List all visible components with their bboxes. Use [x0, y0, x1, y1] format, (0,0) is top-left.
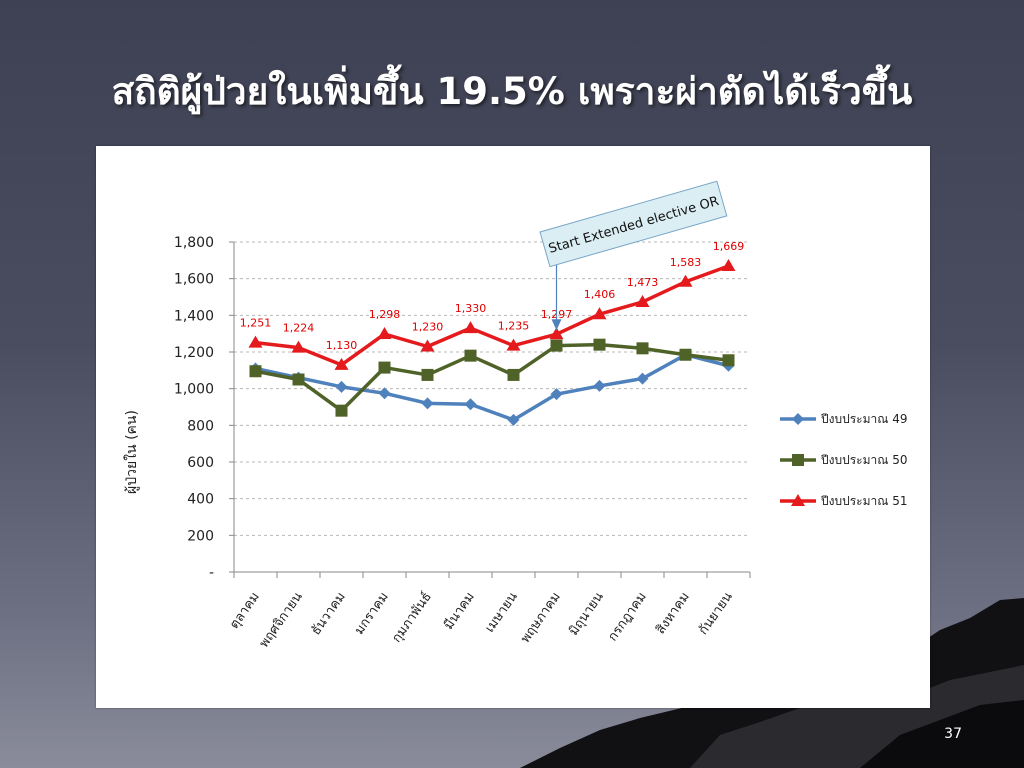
- series-line: [255, 342, 729, 413]
- y-tick-label: 1,800: [174, 235, 214, 251]
- x-tick-label: กันยายน: [696, 590, 736, 638]
- series-line: [255, 264, 730, 367]
- x-tick-label: พฤษภาคม: [518, 590, 564, 646]
- data-label: 1,251: [240, 317, 272, 330]
- data-point-triangle: [420, 339, 435, 352]
- y-tick-label: 1,400: [174, 308, 214, 324]
- data-point-diamond: [507, 413, 520, 426]
- x-tick-label: ตุลาคม: [227, 590, 263, 632]
- x-tick-label: เมษายน: [482, 590, 520, 636]
- x-tick-label: พฤศจิกายน: [257, 590, 306, 651]
- y-tick-label: 800: [187, 418, 214, 434]
- x-tick-label: มิถุนายน: [566, 590, 607, 639]
- data-point-square: [378, 361, 391, 374]
- data-point-square: [550, 339, 563, 352]
- data-point-square: [593, 338, 606, 351]
- data-label: 1,669: [713, 240, 745, 253]
- data-label: 1,224: [283, 322, 315, 335]
- y-tick-label: 1,000: [174, 382, 214, 398]
- series-lines: [248, 259, 736, 426]
- y-tick-label: -: [209, 565, 214, 581]
- y-tick-label: 1,600: [174, 272, 214, 288]
- data-point-triangle: [791, 494, 805, 506]
- slide-title: สถิติผู้ป่วยในเพิ่มขึ้น 19.5% เพราะผ่าตั…: [111, 70, 913, 113]
- series-line: [255, 353, 729, 422]
- y-tick-label: 200: [187, 528, 214, 544]
- x-tick-label: มีนาคม: [441, 589, 478, 633]
- data-point-square: [421, 368, 434, 381]
- data-point-triangle: [678, 274, 693, 287]
- data-point-square: [792, 454, 804, 466]
- chart-panel: - 200 400 600 800 1,000 1,200 1,400 1,600 1,800 ตุ…: [96, 146, 930, 708]
- x-tick-label: สิงหาคม: [653, 590, 693, 638]
- data-label: 1,298: [369, 308, 401, 321]
- annotation-box-bg: [539, 180, 728, 268]
- data-label: 1,130: [326, 339, 358, 352]
- data-point-square: [335, 404, 348, 417]
- y-axis-title: ผู้ป่วยใน (คน): [123, 410, 140, 494]
- data-label: 1,583: [670, 256, 702, 269]
- data-point-diamond: [464, 398, 477, 411]
- gridlines: [234, 241, 750, 536]
- data-point-triangle: [592, 307, 607, 320]
- data-label: 1,235: [498, 320, 530, 333]
- data-label: 1,330: [455, 302, 487, 315]
- data-point-diamond: [792, 413, 804, 425]
- data-point-triangle: [635, 294, 650, 307]
- data-point-triangle: [721, 259, 736, 272]
- axes: - 200 400 600 800 1,000 1,200 1,400 1,600 1,800 ตุ…: [174, 235, 751, 651]
- y-tick-label: 1,200: [174, 345, 214, 361]
- data-point-diamond: [593, 379, 606, 392]
- data-point-square: [464, 349, 477, 362]
- data-point-square: [722, 354, 735, 367]
- x-tick-label: กุมภาพันธ์: [389, 589, 435, 645]
- y-tick-label: 400: [187, 492, 214, 508]
- annotation-arrow-head: [551, 319, 562, 331]
- data-label: 1,473: [627, 276, 659, 289]
- data-point-diamond: [378, 387, 391, 400]
- data-point-triangle: [549, 327, 564, 340]
- legend-label: ปีงบประมาณ 51: [820, 494, 907, 508]
- data-point-triangle: [377, 327, 392, 340]
- x-tick-label: กรกฎาคม: [605, 590, 649, 645]
- data-point-diamond: [636, 372, 649, 385]
- legend-label: ปีงบประมาณ 49: [820, 412, 907, 426]
- data-point-square: [679, 348, 692, 361]
- data-labels: 1,251 1,2241,1301,2981,2301,3301,2351,297…: [240, 240, 745, 352]
- data-label: 1,230: [412, 321, 444, 334]
- page-number: 37: [944, 726, 962, 742]
- data-point-square: [249, 365, 262, 378]
- data-point-diamond: [335, 380, 348, 393]
- data-point-triangle: [334, 357, 349, 370]
- data-point-triangle: [506, 338, 521, 351]
- legend: ปีงบประมาณ 49 ปีงบประมาณ 50 ปีงบประมาณ 51: [780, 412, 907, 508]
- data-point-triangle: [291, 340, 306, 353]
- data-point-triangle: [463, 321, 478, 334]
- data-label: 1,406: [584, 288, 616, 301]
- x-tick-label: ธันวาคม: [309, 590, 349, 638]
- data-point-triangle: [248, 335, 263, 348]
- y-tick-label: 600: [187, 455, 214, 471]
- line-chart: - 200 400 600 800 1,000 1,200 1,400 1,600 1,800 ตุ…: [123, 180, 907, 651]
- legend-label: ปีงบประมาณ 50: [820, 453, 907, 467]
- data-point-square: [507, 368, 520, 381]
- data-point-square: [292, 373, 305, 386]
- data-point-diamond: [421, 397, 434, 410]
- data-point-diamond: [550, 388, 563, 401]
- data-point-square: [636, 342, 649, 355]
- x-tick-label: มกราคม: [352, 590, 392, 638]
- annotation-box: Start Extended elective OR: [539, 180, 728, 268]
